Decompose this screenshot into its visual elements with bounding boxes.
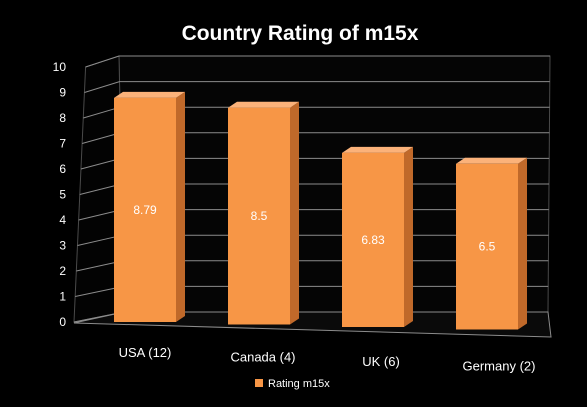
y-tick-label: 9: [59, 86, 66, 100]
bars: 8.79 8.5 6.83 6.5: [114, 91, 527, 330]
y-tick-label: 3: [59, 239, 66, 253]
data-label: 8.79: [133, 203, 157, 217]
y-tick-label: 1: [59, 290, 66, 304]
legend-label: Rating m15x: [268, 378, 330, 390]
x-tick-label: Canada (4): [230, 350, 295, 365]
legend: Rating m15x: [255, 378, 330, 390]
y-tick-label: 7: [59, 137, 66, 151]
y-tick-label: 10: [53, 60, 67, 74]
bar: [114, 97, 176, 322]
data-label: 6.5: [479, 240, 496, 254]
bar: [342, 152, 404, 327]
y-tick-label: 2: [59, 264, 66, 278]
legend-swatch: [255, 379, 263, 387]
x-tick-label: Germany (2): [463, 359, 536, 374]
bar-top: [342, 146, 413, 153]
gridline: [84, 81, 550, 93]
bar: [456, 163, 518, 330]
y-tick-label: 8: [59, 111, 66, 125]
y-axis: 0 1 2 3 4 5 6 7 8 9 10: [53, 60, 67, 329]
chart-title: Country Rating of m15x: [182, 22, 419, 45]
y-tick-label: 6: [59, 162, 66, 176]
bar: [228, 107, 290, 325]
x-tick-label: UK (6): [362, 354, 400, 369]
bar-side: [176, 91, 185, 322]
bar-side: [290, 101, 299, 325]
bar-top: [228, 101, 299, 108]
bar-side: [404, 146, 413, 327]
bar-top: [456, 157, 527, 164]
y-tick-label: 4: [59, 213, 66, 227]
bar-top: [114, 91, 185, 98]
x-tick-label: USA (12): [119, 345, 172, 360]
x-axis: USA (12) Canada (4) UK (6) Germany (2): [119, 345, 536, 374]
data-label: 6.83: [361, 233, 385, 247]
data-label: 8.5: [251, 209, 268, 223]
y-tick-label: 5: [59, 188, 66, 202]
gridline: [85, 55, 550, 68]
bar-side: [518, 157, 527, 330]
y-tick-label: 0: [59, 315, 66, 329]
